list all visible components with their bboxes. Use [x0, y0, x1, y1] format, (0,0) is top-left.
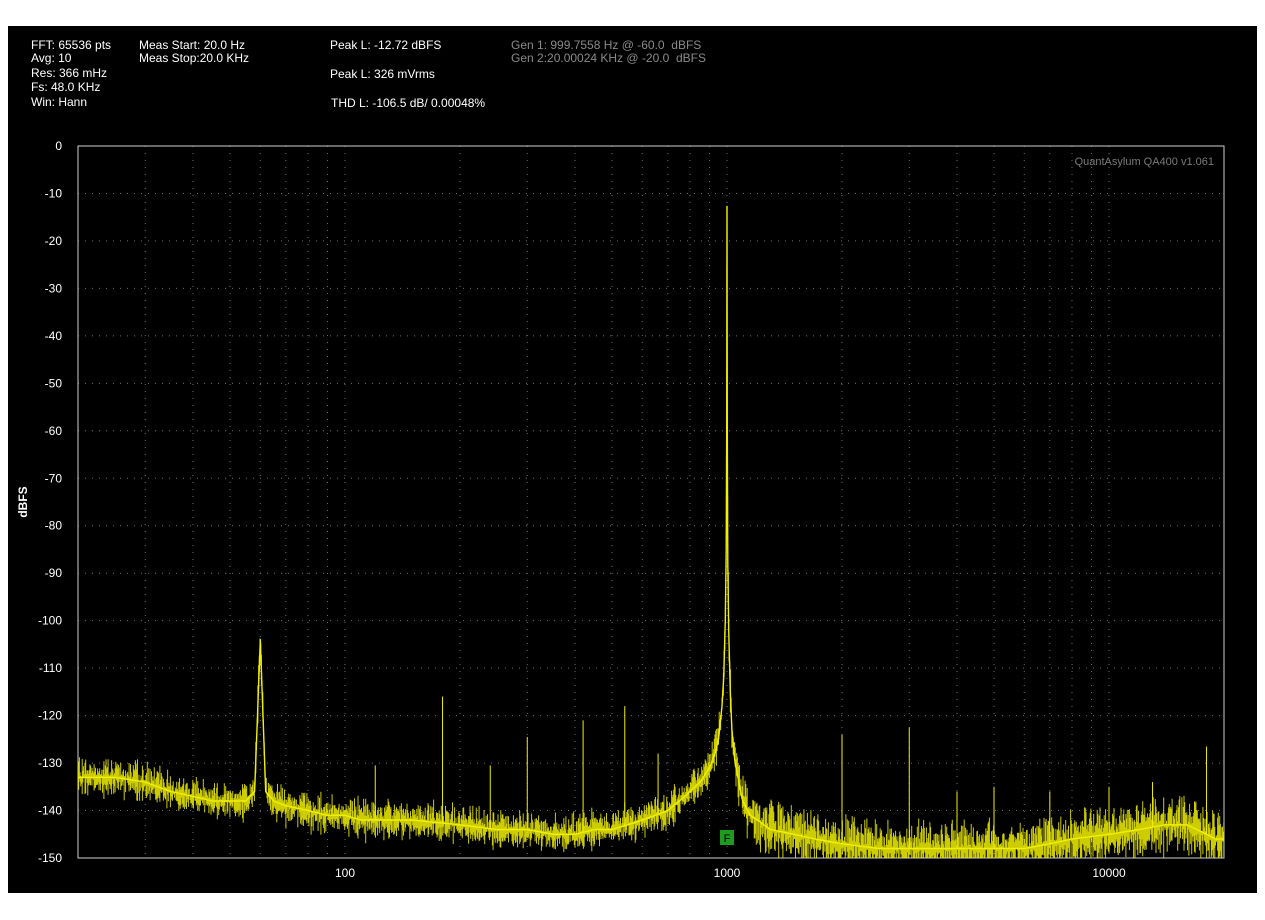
window-type: Win: Hann [31, 95, 88, 109]
y-tick-label: -80 [45, 519, 63, 533]
y-tick-label: -120 [38, 709, 62, 723]
peak-vrms: Peak L: 326 mVrms [330, 67, 435, 81]
meas-start: Meas Start: 20.0 Hz [139, 38, 246, 52]
noise-floor-texture [78, 267, 1224, 858]
y-tick-label: -10 [45, 186, 63, 200]
y-tick-label: -110 [39, 661, 62, 675]
grid-lines [78, 146, 1224, 858]
meas-stop: Meas Stop:20.0 KHz [139, 51, 250, 65]
watermark: QuantAsylum QA400 v1.061 [1075, 156, 1214, 168]
resolution: Res: 366 mHz [31, 66, 108, 80]
x-tick-label: 1000 [714, 866, 741, 880]
fft-points: FFT: 65536 pts [31, 38, 112, 52]
y-tick-label: -60 [45, 424, 63, 438]
averages: Avg: 10 [31, 51, 72, 65]
peak-dbfs: Peak L: -12.72 dBFS [330, 38, 442, 52]
x-tick-label: 100 [335, 866, 355, 880]
analyzer-window: FFT: 65536 pts Avg: 10 Res: 366 mHz Fs: … [8, 26, 1257, 893]
generator-1: Gen 1: 999.7558 Hz @ -60.0 dBFS [511, 38, 702, 52]
y-tick-label: -20 [45, 234, 63, 248]
y-tick-label: -30 [45, 281, 63, 295]
y-tick-label: -140 [38, 804, 62, 818]
generator-2: Gen 2:20.00024 KHz @ -20.0 dBFS [511, 51, 706, 65]
y-axis-label: dBFS [16, 486, 30, 517]
y-tick-label: -50 [45, 376, 63, 390]
y-tick-label: -40 [45, 329, 63, 343]
thd-readout: THD L: -106.5 dB/ 0.00048% [331, 96, 486, 110]
sample-rate: Fs: 48.0 KHz [31, 80, 101, 94]
y-tick-label: -150 [38, 851, 62, 865]
y-tick-label: -130 [38, 756, 62, 770]
y-tick-label: -100 [38, 614, 62, 628]
spectrum-trace [78, 205, 1224, 850]
fundamental-marker [720, 830, 735, 845]
y-tick-label: -70 [45, 471, 63, 485]
fundamental-marker-label: F [724, 833, 731, 845]
plot-border [77, 145, 1225, 859]
spectrum-chart: 0 -10 -20 -30 -40 -50 -60 -70 -80 -90 -100 -110 -120… [16, 139, 1225, 880]
x-tick-label: 10000 [1092, 866, 1126, 880]
y-tick-label: -90 [45, 566, 63, 580]
y-tick-label: 0 [55, 139, 62, 153]
